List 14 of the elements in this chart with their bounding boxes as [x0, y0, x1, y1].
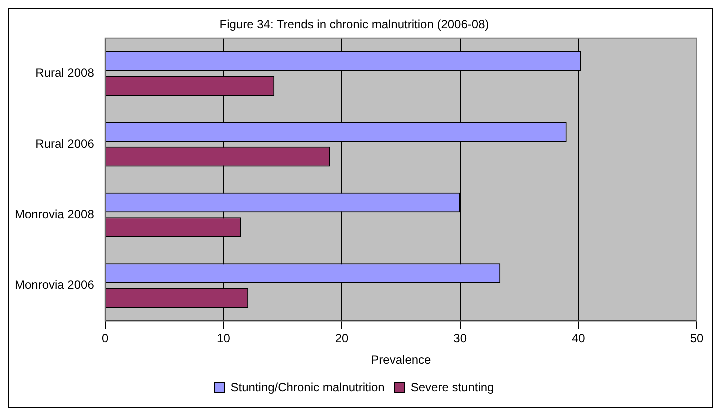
y-tick-label: Monrovia 2008: [14, 207, 95, 222]
legend-label: Severe stunting: [410, 380, 494, 394]
y-tick-label: Rural 2008: [36, 66, 95, 80]
x-tick-label: 10: [217, 332, 231, 346]
x-tick-label: 40: [572, 332, 586, 346]
x-tick-label: 30: [454, 332, 468, 346]
legend-label: Stunting/Chronic malnutrition: [230, 380, 385, 394]
chart-title: Figure 34: Trends in chronic malnutrition (2006-08): [220, 18, 490, 32]
y-tick-label: Rural 2006: [36, 136, 95, 151]
x-axis-title: Prevalence: [371, 353, 432, 368]
y-tick-label: Monrovia 2006: [14, 278, 95, 292]
x-tick-label: 50: [690, 332, 704, 346]
x-tick-label: 0: [102, 332, 110, 346]
x-tick-label: 20: [335, 332, 350, 346]
